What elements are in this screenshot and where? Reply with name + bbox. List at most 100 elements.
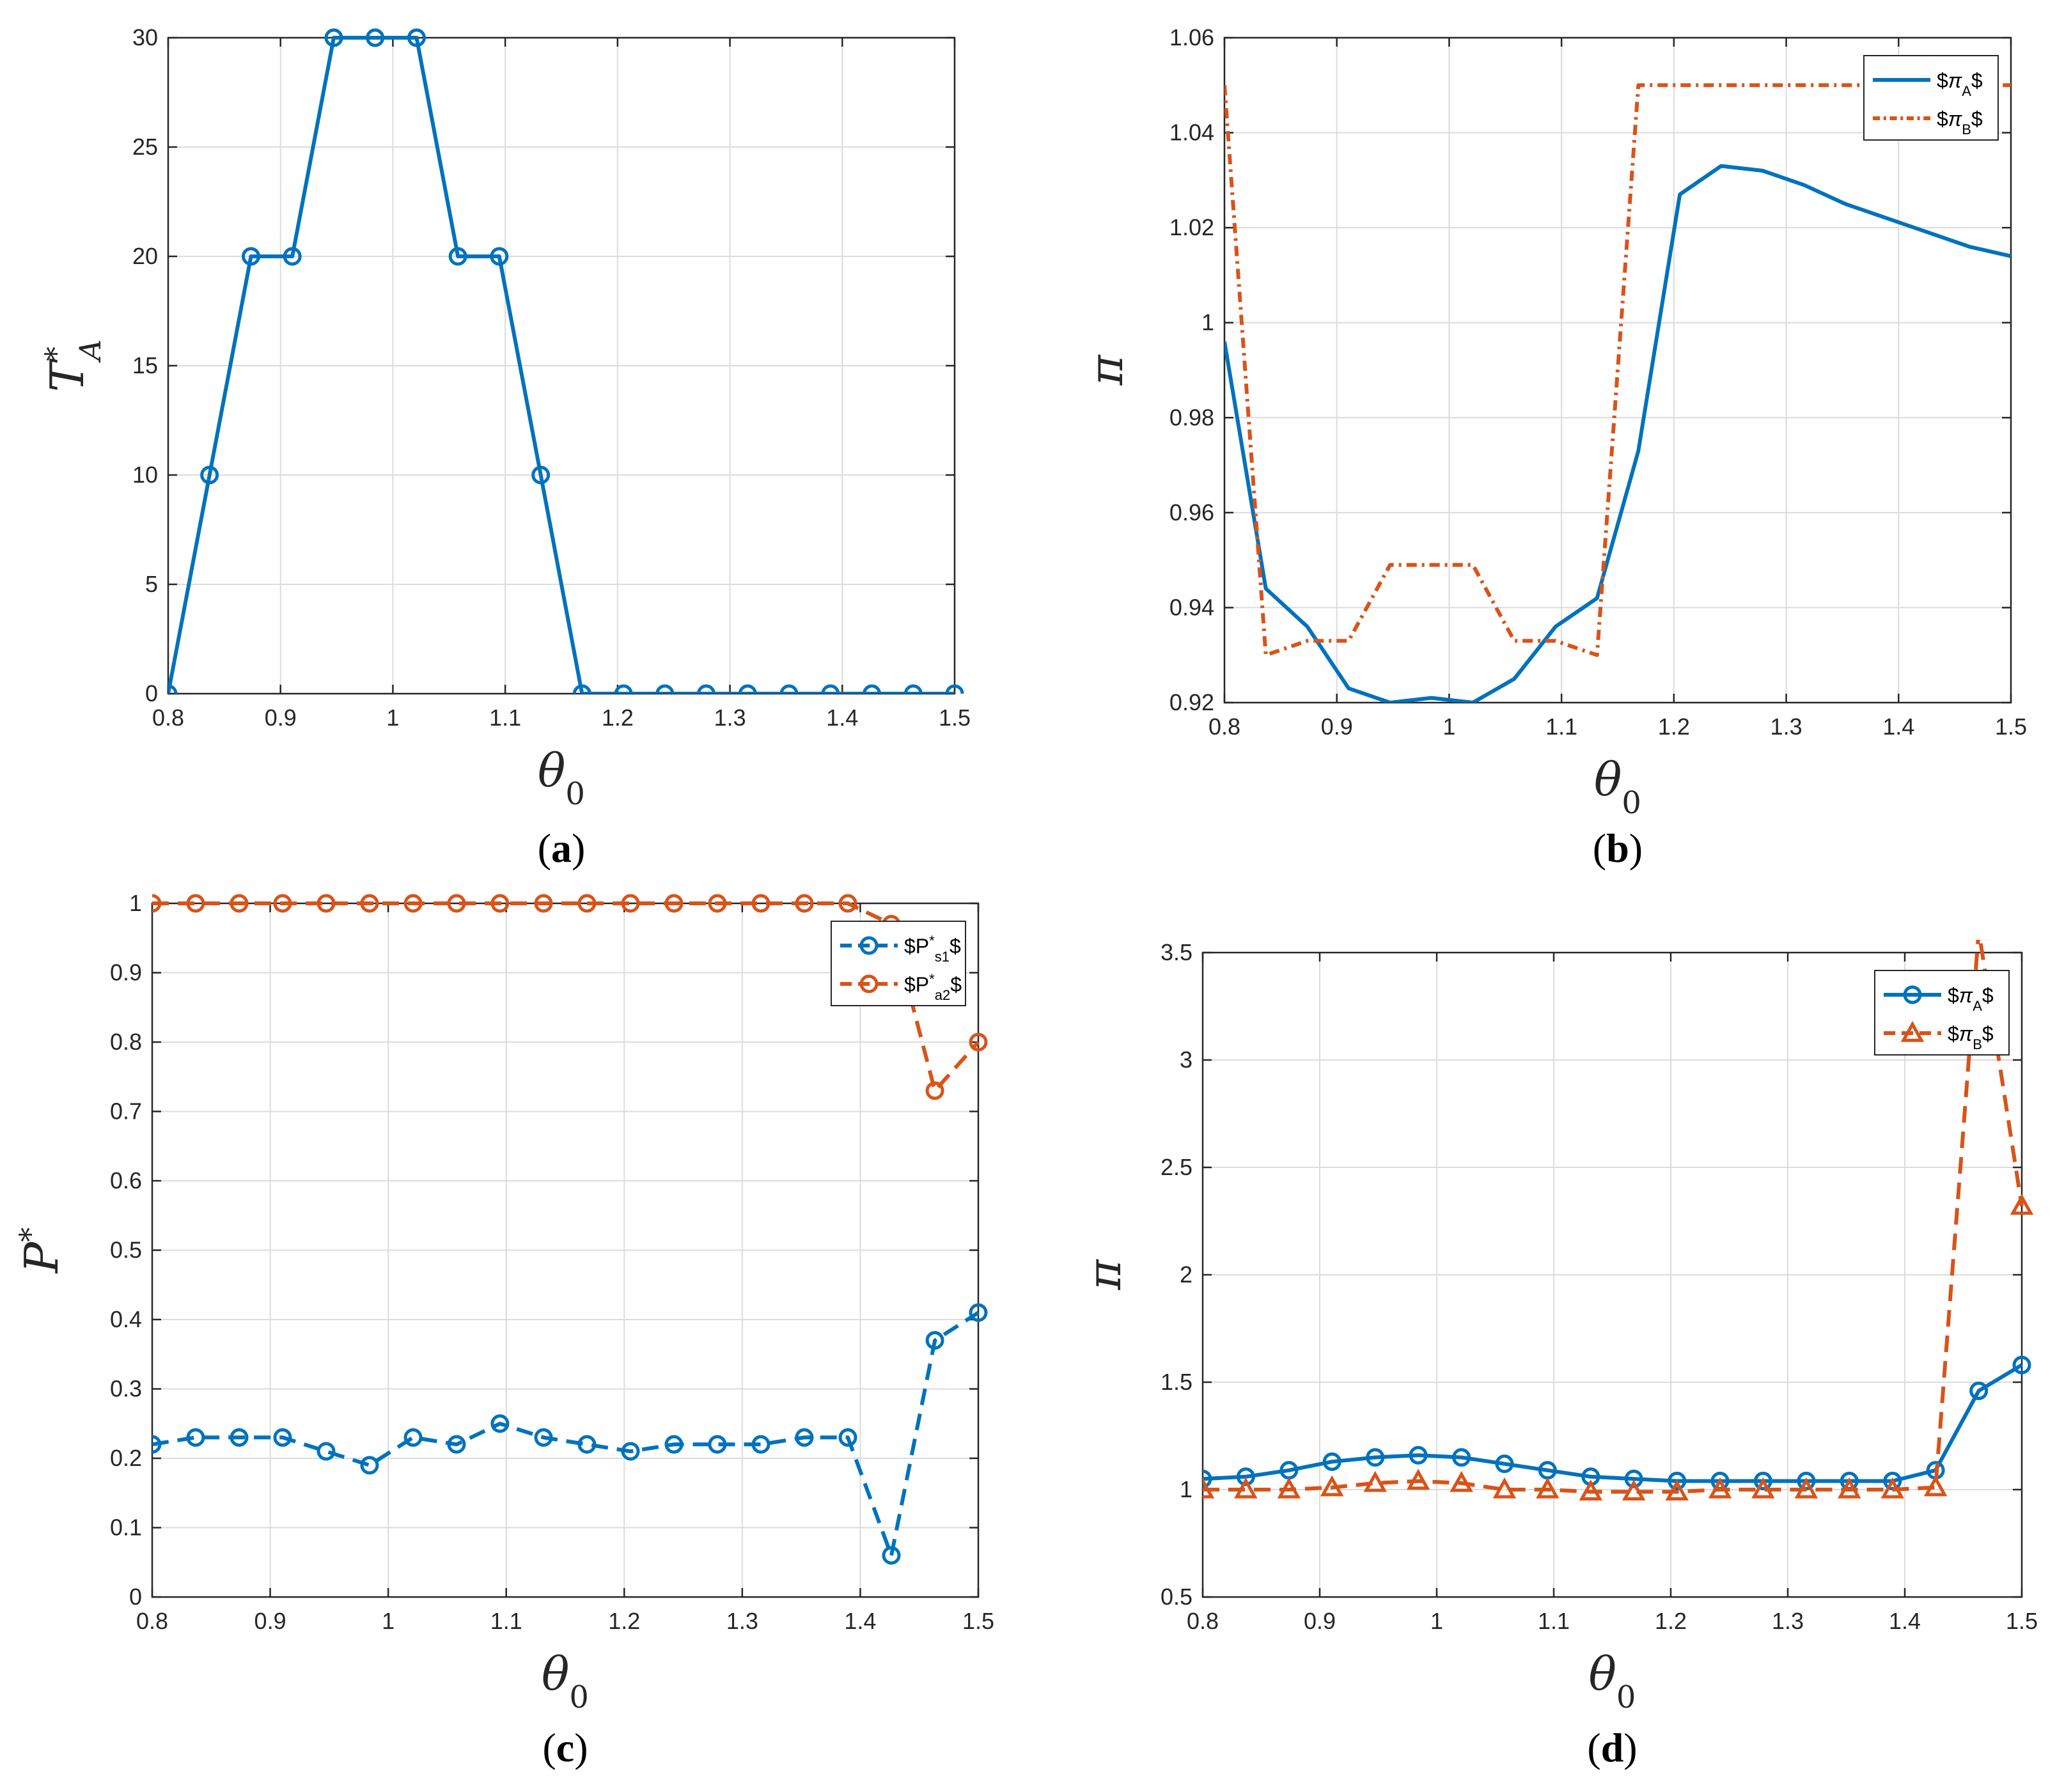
legend: $πA$ $πB$: [1863, 55, 1999, 141]
data-point: [925, 1081, 944, 1100]
legend-box: [1874, 970, 2010, 1056]
x-tick-label: 0.9: [254, 1608, 286, 1634]
x-tick-label: 1.1: [490, 1608, 522, 1634]
legend-label: $πA$: [1937, 69, 1983, 99]
data-point: [1838, 1477, 1861, 1499]
data-point: [969, 1303, 988, 1322]
y-tick-label: 25: [132, 134, 158, 160]
data-point: [795, 1428, 814, 1447]
x-tick-label: 1: [1430, 1608, 1443, 1634]
data-point: [621, 1442, 640, 1461]
panel-caption: (d): [1587, 1725, 1637, 1770]
data-point: [1277, 1477, 1301, 1499]
y-tick-label: 2.5: [1161, 1154, 1192, 1180]
data-point: [795, 894, 814, 913]
x-tick-label: 1.4: [1882, 713, 1914, 740]
y-tick-label: 2: [1180, 1261, 1192, 1288]
x-tick-label: 1.4: [844, 1608, 876, 1634]
data-point: [283, 247, 302, 266]
series-line-1: [168, 36, 955, 694]
y-axis-label: π: [1079, 354, 1133, 386]
data-point: [1668, 1472, 1687, 1491]
x-tick-label: 1.4: [1889, 1608, 1921, 1634]
data-point: [1923, 1475, 1948, 1497]
data-point: [1579, 1479, 1603, 1501]
x-axis-label: θ0: [542, 1647, 589, 1715]
legend-marker: [859, 936, 879, 955]
legend-label: $πA$: [1948, 984, 1994, 1014]
data-point: [1536, 1477, 1560, 1499]
data-point: [1624, 1469, 1643, 1488]
data-point: [738, 684, 757, 694]
series-line-2: [1224, 83, 2011, 657]
data-point: [1452, 1448, 1471, 1467]
y-tick-label: 1: [1180, 1476, 1192, 1502]
data-point: [945, 684, 964, 694]
y-tick-label: 0: [145, 680, 158, 706]
x-tick-label: 1.2: [1655, 1608, 1687, 1634]
data-point: [490, 247, 509, 266]
legend: $πA$ $πB$: [1874, 970, 2010, 1056]
data-point: [200, 465, 219, 485]
y-tick-label: 1.04: [1169, 120, 1214, 146]
data-point: [360, 894, 379, 913]
y-tick-label: 3: [1180, 1047, 1192, 1073]
y-tick-label: 30: [132, 24, 158, 51]
data-point: [490, 1414, 510, 1433]
y-axis-label: T*A: [38, 339, 107, 392]
data-point: [230, 894, 249, 913]
series-group: [1203, 922, 2034, 1501]
data-point: [1203, 1469, 1212, 1488]
series-line-1: [1224, 164, 2012, 703]
data-point: [751, 1435, 770, 1454]
data-point: [1363, 1470, 1387, 1492]
data-point: [1970, 922, 1988, 938]
data-point: [403, 894, 423, 913]
data-point: [490, 894, 510, 913]
x-tick-label: 1.3: [1771, 713, 1802, 740]
data-point: [1322, 1452, 1341, 1471]
data-point: [925, 1331, 944, 1350]
data-point: [655, 684, 675, 694]
x-tick-label: 1.2: [1658, 713, 1690, 740]
series-group: [1224, 83, 2012, 703]
x-tick-label: 1.5: [1995, 713, 2027, 740]
data-point: [152, 1435, 162, 1454]
y-axis-label: π: [1077, 1259, 1131, 1291]
y-tick-label: 0.8: [110, 1029, 142, 1055]
panel-caption: (b): [1593, 825, 1643, 871]
data-point: [882, 1546, 901, 1565]
legend-label: $P*s1$: [904, 933, 961, 965]
x-tick-label: 0.8: [1208, 713, 1240, 740]
data-point: [664, 894, 684, 913]
data-point: [779, 684, 799, 694]
y-tick-label: 10: [132, 462, 158, 488]
legend-marker: [1903, 985, 1922, 1004]
data-point: [1450, 1470, 1473, 1492]
y-tick-label: 0.5: [110, 1237, 142, 1263]
y-tick-label: 1.02: [1169, 214, 1214, 240]
data-point: [863, 684, 881, 694]
x-tick-label: 1.1: [1538, 1608, 1570, 1634]
data-point: [186, 894, 205, 913]
legend-label: $πB$: [1937, 107, 1983, 137]
data-point: [273, 894, 292, 913]
x-tick-label: 1.2: [602, 705, 634, 731]
y-tick-label: 0.7: [110, 1098, 142, 1125]
data-point: [447, 894, 466, 913]
data-point: [1794, 1477, 1818, 1499]
data-point: [230, 1428, 249, 1447]
y-tick-label: 0.98: [1169, 404, 1214, 430]
data-point: [1622, 1479, 1646, 1501]
y-tick-label: 0.4: [110, 1306, 142, 1332]
x-axis-label: θ0: [1589, 1647, 1636, 1715]
data-point: [1406, 1469, 1430, 1490]
y-tick-label: 1.5: [1161, 1369, 1192, 1395]
x-tick-label: 1: [1442, 713, 1455, 740]
y-tick-label: 20: [132, 243, 158, 269]
data-point: [1320, 1475, 1344, 1497]
y-tick-label: 5: [145, 571, 158, 597]
data-point: [448, 247, 467, 266]
data-point: [403, 1428, 423, 1447]
